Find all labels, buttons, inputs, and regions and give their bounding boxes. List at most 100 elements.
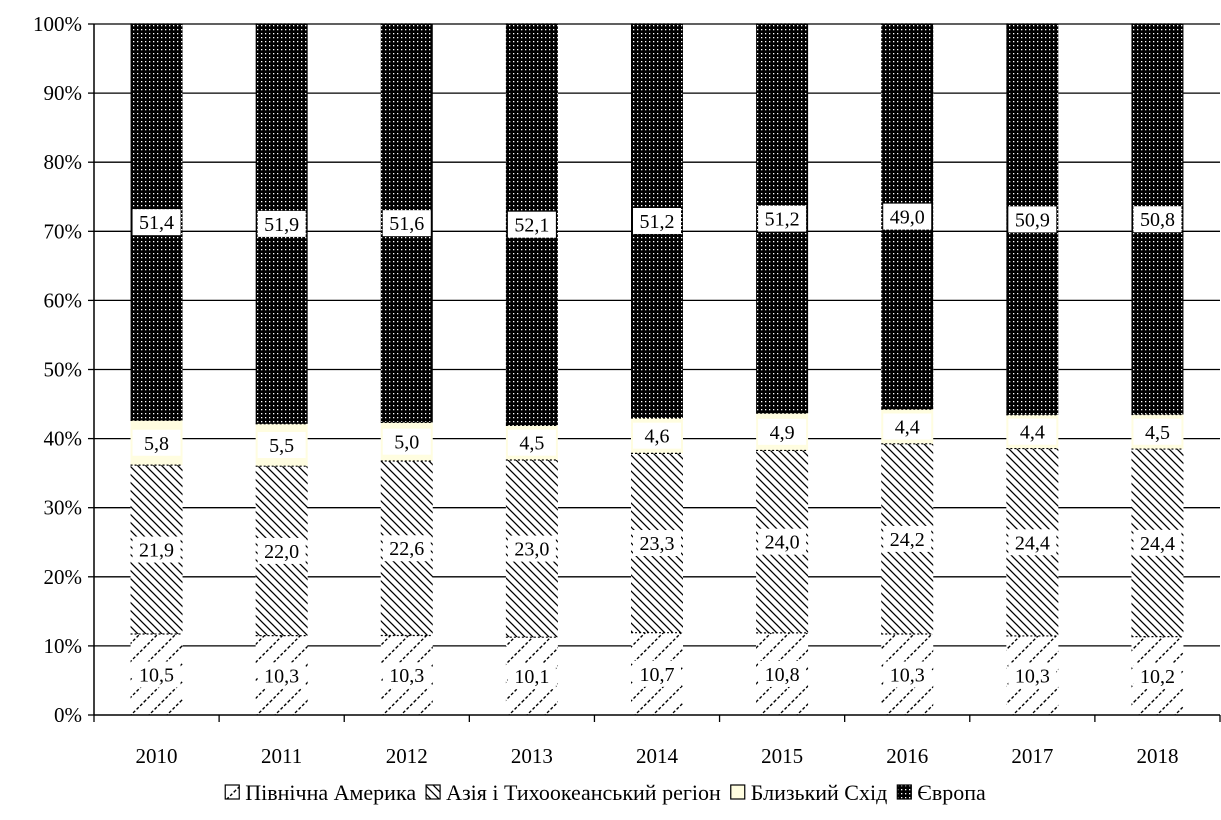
data-label: 4,6 <box>645 426 670 448</box>
data-label-bg <box>132 209 181 236</box>
data-label: 10,3 <box>389 665 424 687</box>
data-label-bg <box>257 210 306 237</box>
legend-label: Азія і Тихоокеанський регіон <box>446 780 721 805</box>
data-label: 10,3 <box>264 665 299 687</box>
data-label-bg <box>382 428 431 455</box>
data-label: 50,9 <box>1015 209 1050 231</box>
data-label-bg <box>257 431 306 458</box>
data-label: 24,0 <box>765 532 800 554</box>
data-label-bg <box>1008 206 1057 233</box>
legend: Північна Америка Азія і Тихоокеанський ре… <box>224 780 986 805</box>
data-label: 22,6 <box>389 538 424 560</box>
y-tick-label: 60% <box>44 288 83 312</box>
x-tick-label: 2014 <box>636 744 679 768</box>
data-label: 10,3 <box>890 665 925 687</box>
data-label-bg <box>1008 418 1057 445</box>
data-label-bg <box>132 661 181 688</box>
y-tick-label: 0% <box>54 703 82 727</box>
data-label: 50,8 <box>1140 209 1175 231</box>
data-label: 4,9 <box>770 422 795 444</box>
data-label: 10,1 <box>514 666 549 688</box>
x-tick-label: 2016 <box>886 744 928 768</box>
data-label: 51,2 <box>640 211 675 233</box>
data-label-bg <box>633 530 681 557</box>
legend-label: Північна Америка <box>245 780 416 805</box>
data-label-bg <box>758 205 807 232</box>
legend-swatch <box>224 784 240 800</box>
x-tick-label: 2017 <box>1011 744 1053 768</box>
data-label-bg <box>883 413 932 440</box>
legend-swatch <box>425 784 441 800</box>
data-label: 5,5 <box>269 435 294 457</box>
legend-swatch <box>896 784 912 800</box>
data-label: 4,5 <box>519 433 544 455</box>
data-label-bg <box>382 662 431 689</box>
data-label: 4,4 <box>1020 422 1045 444</box>
data-label-bg <box>382 535 431 562</box>
x-tick-label: 2012 <box>386 744 428 768</box>
data-label: 10,3 <box>1015 665 1050 687</box>
legend-label: Європа <box>917 780 986 805</box>
y-tick-label: 20% <box>44 565 83 589</box>
data-label: 49,0 <box>890 207 925 229</box>
data-label: 10,5 <box>139 665 174 687</box>
data-label: 22,0 <box>264 541 299 563</box>
data-label-bg <box>758 418 807 445</box>
data-label-bg <box>633 660 681 687</box>
data-label-bg <box>382 210 431 237</box>
data-label: 51,4 <box>139 212 174 234</box>
x-tick-label: 2015 <box>761 744 803 768</box>
data-label-bg <box>1008 529 1057 556</box>
legend-label: Близький Схід <box>751 780 888 805</box>
legend-swatch <box>730 784 746 800</box>
data-label-bg <box>507 429 556 456</box>
axes: 0% 10% 20% 30% 40% 50% 60% 70% 80% 90% 100% 2010 201… <box>33 12 1221 768</box>
x-tick-label: 2010 <box>136 744 178 768</box>
y-tick-label: 10% <box>44 634 83 658</box>
data-label: 23,3 <box>640 533 675 555</box>
data-label: 52,1 <box>514 215 549 237</box>
data-label-bg <box>507 535 556 562</box>
data-label-bg <box>257 537 306 564</box>
data-label-bg <box>883 525 932 552</box>
y-tick-label: 90% <box>44 81 83 105</box>
data-label-bg <box>883 661 932 688</box>
y-tick-label: 30% <box>44 496 83 520</box>
data-label: 24,2 <box>890 529 925 551</box>
y-tick-label: 80% <box>44 150 83 174</box>
data-label: 24,4 <box>1015 532 1050 554</box>
data-label: 5,0 <box>394 432 419 454</box>
data-label-bg <box>1008 662 1057 689</box>
data-label-bg <box>507 663 556 690</box>
data-label-bg <box>883 203 932 230</box>
y-tick-label: 100% <box>33 12 82 36</box>
data-label-bg <box>1133 418 1182 445</box>
x-tick-label: 2018 <box>1136 744 1178 768</box>
data-label: 10,8 <box>765 664 800 686</box>
data-label: 5,8 <box>144 433 169 455</box>
data-label: 10,7 <box>640 664 675 686</box>
x-tick-label: 2013 <box>511 744 553 768</box>
y-tick-label: 40% <box>44 427 83 451</box>
data-label-bg <box>257 662 306 689</box>
bars <box>130 23 1184 715</box>
data-labels: 10,5 21,9 5,8 51,4 10,3 22,0 5,5 51,9 10,3 22,6 5,… <box>132 203 1182 690</box>
data-label: 4,4 <box>895 416 920 438</box>
data-label-bg <box>758 660 807 687</box>
data-label-bg <box>1133 529 1182 556</box>
data-label: 24,4 <box>1140 533 1175 555</box>
data-label-bg <box>132 536 181 563</box>
data-label: 4,5 <box>1145 422 1170 444</box>
data-label: 51,9 <box>264 214 299 236</box>
data-label: 51,2 <box>765 209 800 231</box>
data-label-bg <box>132 429 181 456</box>
data-label-bg <box>633 207 681 234</box>
data-label-bg <box>758 528 807 555</box>
y-tick-label: 50% <box>44 358 83 382</box>
data-label: 21,9 <box>139 540 174 562</box>
data-label-bg <box>1133 206 1182 233</box>
y-tick-label: 70% <box>44 219 83 243</box>
x-tick-label: 2011 <box>261 744 302 768</box>
